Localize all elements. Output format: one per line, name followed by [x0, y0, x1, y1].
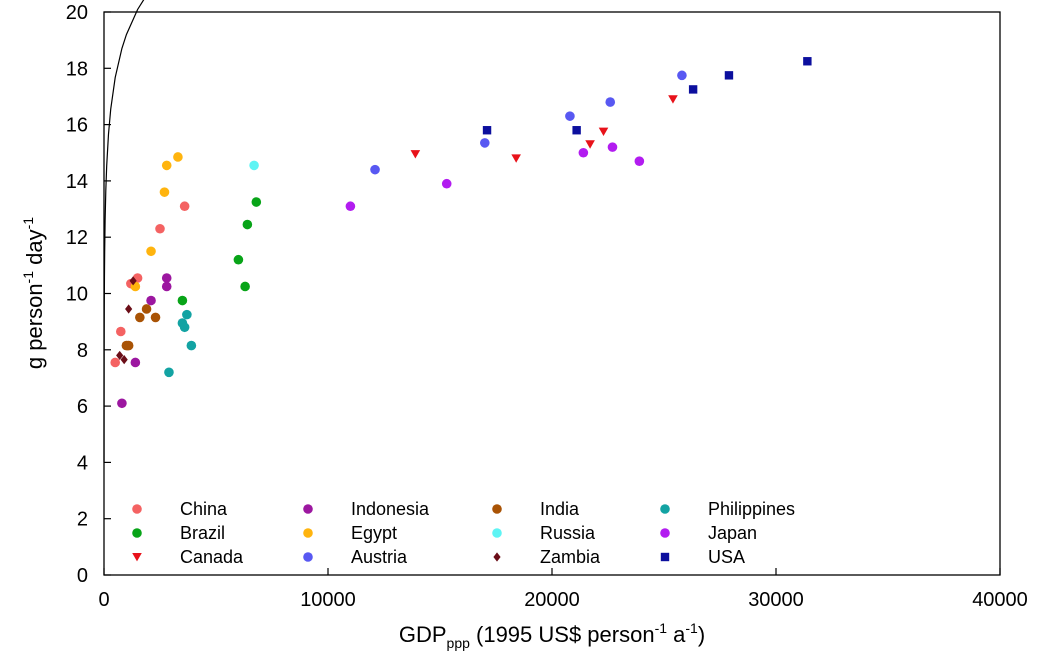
point-usa [482, 126, 492, 135]
point-canada [668, 95, 678, 104]
point-canada [585, 140, 595, 149]
legend-marker-austria [303, 552, 313, 562]
axis-ticks: 0 10000 20000 30000 40000 0 2 4 6 8 10 12 14 16 18 20 [66, 2, 1028, 611]
point-japan [607, 142, 618, 152]
point-egypt [161, 160, 172, 171]
point-brazil [251, 197, 262, 207]
y-tick-label: 6 [77, 396, 88, 418]
y-tick-label: 18 [66, 58, 88, 80]
point-zambia [116, 350, 124, 361]
point-china [110, 357, 120, 368]
legend-label-egypt: Egypt [351, 523, 397, 543]
point-canada [598, 127, 609, 137]
point-india [150, 312, 161, 323]
y-tick-label: 12 [66, 227, 88, 249]
point-brazil [242, 219, 253, 230]
x-tick-label: 0 [98, 589, 109, 611]
legend-label-india: India [540, 499, 580, 519]
point-brazil [177, 295, 188, 306]
legend-marker-zambia [493, 552, 501, 562]
point-austria [565, 111, 575, 121]
point-austria [605, 97, 616, 107]
legend-label-russia: Russia [540, 523, 596, 543]
point-zambia [129, 276, 137, 286]
x-tick-label: 40000 [972, 589, 1028, 611]
point-china [155, 223, 165, 234]
point-japan [345, 201, 356, 212]
legend-marker-egypt [303, 528, 313, 538]
y-tick-label: 10 [66, 284, 88, 306]
point-austria [480, 138, 490, 148]
legend-marker-indonesia [303, 504, 313, 514]
legend-marker-japan [660, 528, 670, 538]
point-india [141, 304, 152, 314]
x-tick-label: 30000 [748, 589, 804, 611]
point-egypt [173, 152, 183, 162]
legend-label-canada: Canada [180, 547, 244, 567]
legend-marker-canada [132, 553, 142, 562]
point-russia [249, 160, 259, 171]
y-tick-label: 14 [66, 171, 88, 193]
point-zambia [120, 355, 128, 365]
point-austria [677, 70, 687, 81]
point-indonesia [146, 295, 156, 306]
y-tick-label: 16 [66, 115, 88, 137]
x-axis-label: GDPppp (1995 US$ person-1 a-1) [399, 620, 705, 651]
legend-marker-india [492, 504, 502, 514]
x-tick-label: 20000 [524, 589, 580, 611]
legend-label-china: China [180, 499, 228, 519]
legend-label-philippines: Philippines [708, 499, 795, 519]
legend-label-japan: Japan [708, 523, 757, 543]
legend-marker-brazil [132, 528, 142, 538]
point-egypt [146, 246, 156, 257]
point-zambia [125, 304, 133, 314]
point-egypt [159, 187, 170, 197]
point-usa [572, 126, 581, 135]
y-tick-label: 0 [77, 565, 88, 587]
point-indonesia [117, 398, 127, 409]
point-philippines [164, 367, 174, 378]
legend-marker-russia [492, 528, 502, 538]
point-japan [634, 156, 645, 166]
point-japan [441, 178, 452, 189]
legend-label-brazil: Brazil [180, 523, 225, 543]
point-china [116, 326, 126, 337]
legend-label-usa: USA [708, 547, 745, 567]
point-indonesia [161, 281, 172, 292]
legend-label-zambia: Zambia [540, 547, 601, 567]
legend-marker-usa [660, 552, 670, 562]
x-tick-label: 10000 [300, 589, 356, 611]
point-usa [688, 85, 698, 94]
point-usa [724, 71, 734, 80]
legend-marker-philippines [660, 504, 670, 514]
fit-curve [103, 0, 145, 463]
point-japan [578, 147, 589, 158]
point-india [135, 312, 145, 323]
y-tick-label: 8 [77, 340, 88, 362]
point-indonesia [161, 273, 172, 283]
point-indonesia [130, 357, 141, 368]
point-canada [511, 154, 521, 163]
plot-frame [103, 11, 1001, 576]
legend: China Brazil Canada Indonesia Egypt Austria In… [132, 499, 795, 567]
y-tick-label: 2 [77, 509, 88, 531]
point-india [123, 340, 134, 351]
point-brazil [240, 281, 250, 292]
data-points [110, 57, 812, 409]
legend-label-indonesia: Indonesia [351, 499, 430, 519]
point-philippines [182, 309, 192, 320]
y-tick-label: 4 [77, 452, 88, 474]
point-usa [803, 57, 812, 66]
point-philippines [179, 322, 190, 333]
legend-marker-china [132, 504, 142, 514]
point-philippines [186, 340, 197, 351]
point-canada [410, 150, 421, 159]
point-austria [370, 164, 380, 175]
legend-label-austria: Austria [351, 547, 408, 567]
y-axis-label: g person-1 day-1 [20, 217, 47, 369]
y-tick-label: 20 [66, 2, 88, 24]
point-brazil [233, 254, 244, 265]
point-china [179, 201, 190, 212]
